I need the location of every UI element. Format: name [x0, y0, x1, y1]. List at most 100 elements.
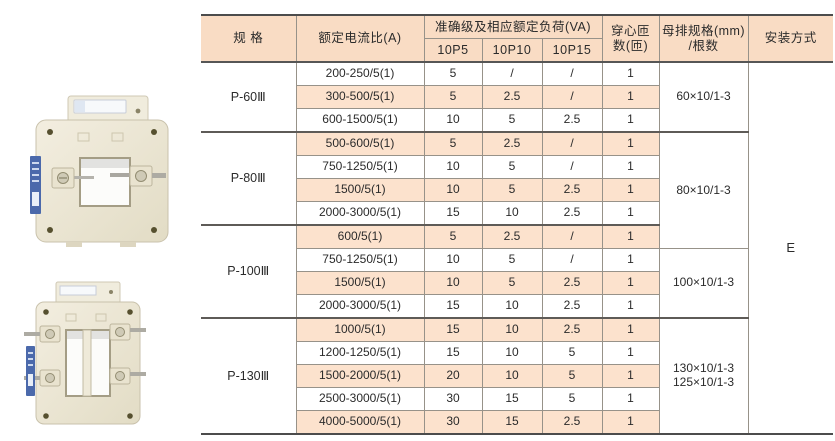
p10-cell: 5 [481, 178, 543, 202]
p5-cell: 10 [423, 178, 483, 202]
p15-cell: 2.5 [541, 201, 603, 226]
table-row: 1500/5(1) 10 5 2.5 1 [201, 271, 833, 295]
p10-cell: 10 [481, 317, 543, 342]
p5-cell: 20 [423, 364, 483, 388]
spec-cell: P-80Ⅲ [201, 131, 297, 226]
header-10p5: 10P5 [423, 38, 483, 63]
header-busbar: 母排规格(mm) /根数 [658, 14, 749, 63]
turns-cell: 1 [601, 131, 660, 156]
ct-clamp-right-bottom [109, 367, 146, 385]
table-row: 2000-3000/5(1) 15 10 2.5 1 [201, 294, 833, 319]
ratio-cell: 1500/5(1) [295, 178, 425, 202]
ct-corner-screws [47, 129, 157, 233]
table-row: 600-1500/5(1) 10 5 2.5 1 [201, 108, 833, 133]
p5-cell: 5 [423, 131, 483, 156]
p5-cell: 30 [423, 387, 483, 411]
busbar-cell: 80×10/1-3 [658, 131, 749, 249]
p10-cell: 10 [481, 364, 543, 388]
install-cell: E [747, 61, 834, 435]
ct-large-illustration [24, 281, 146, 425]
ratio-cell: 2000-3000/5(1) [295, 294, 425, 319]
table-row: 750-1250/5(1) 10 5 / 1 100×10/1-3 [201, 248, 833, 319]
turns-cell: 1 [601, 201, 660, 226]
table-row: 1500-2000/5(1) 20 10 5 1 [201, 364, 833, 388]
spec-cell: P-60Ⅲ [201, 61, 297, 133]
turns-cell: 1 [601, 410, 660, 435]
p15-cell: / [541, 131, 603, 156]
p15-cell: 5 [541, 387, 603, 411]
turns-cell: 1 [601, 387, 660, 411]
table-row: P-60Ⅲ 200-250/5(1) 5 / / 1 60×10/1-3 E [201, 61, 834, 435]
p15-cell: 2.5 [541, 178, 603, 202]
p10-cell: 10 [481, 341, 543, 365]
table-row: 1500/5(1) 10 5 2.5 1 [201, 178, 833, 202]
ratio-cell: 750-1250/5(1) [295, 155, 425, 179]
turns-cell: 1 [601, 61, 660, 86]
ratio-cell: 2500-3000/5(1) [295, 387, 425, 411]
table-row: 4000-5000/5(1) 30 15 2.5 1 [201, 410, 833, 435]
p10-cell: 10 [481, 201, 543, 226]
ratio-cell: 500-600/5(1) [295, 131, 425, 156]
table-row: P-80Ⅲ 500-600/5(1) 5 2.5 / 1 80×10/1-3 [201, 131, 833, 249]
product-photo-small-ct [8, 70, 186, 252]
ratio-cell: 1500/5(1) [295, 271, 425, 295]
p5-cell: 10 [423, 271, 483, 295]
product-photo-large-ct [10, 270, 160, 436]
p10-cell: 10 [481, 294, 543, 319]
p10-cell: 5 [481, 248, 543, 272]
ct-terminal-block [67, 95, 149, 125]
ct-small-illustration [30, 95, 169, 247]
header-install: 安装方式 [747, 14, 834, 63]
ct-terminal-block [55, 281, 121, 305]
ct-window [68, 157, 146, 207]
turns-cell: 1 [601, 341, 660, 365]
p5-cell: 5 [423, 224, 483, 249]
ct-window [65, 329, 111, 397]
ct-foot [120, 242, 136, 247]
busbar-cell: 130×10/1-3 125×10/1-3 [658, 317, 749, 435]
header-10p15: 10P15 [541, 38, 603, 63]
p15-cell: 2.5 [541, 294, 603, 319]
ct-clamp-left-top [24, 325, 61, 343]
ratio-cell: 1200-1250/5(1) [295, 341, 425, 365]
p5-cell: 15 [423, 317, 483, 342]
p15-cell: / [541, 248, 603, 272]
table-row: 750-1250/5(1) 10 5 / 1 [201, 155, 833, 179]
table-row: P-130Ⅲ 1000/5(1) 15 10 2.5 1 130×10/1-3 … [201, 317, 833, 435]
spec-table: 规 格 额定电流比(A) 准确级及相应额定负荷(VA) 穿心匝 数(匝) 母排规… [201, 14, 834, 435]
p5-cell: 10 [423, 108, 483, 133]
turns-cell: 1 [601, 248, 660, 272]
turns-cell: 1 [601, 317, 660, 342]
p15-cell: / [541, 155, 603, 179]
p10-cell: 2.5 [481, 85, 543, 109]
ratio-cell: 600/5(1) [295, 224, 425, 249]
turns-cell: 1 [601, 224, 660, 249]
p15-cell: 2.5 [541, 108, 603, 133]
ct-clamp-left [51, 167, 75, 189]
p5-cell: 15 [423, 341, 483, 365]
p5-cell: 15 [423, 294, 483, 319]
turns-cell: 1 [601, 294, 660, 319]
p15-cell: / [541, 61, 603, 86]
p10-cell: 5 [481, 155, 543, 179]
p5-cell: 10 [423, 155, 483, 179]
header-10p10: 10P10 [481, 38, 543, 63]
p5-cell: 5 [423, 85, 483, 109]
p10-cell: 5 [481, 108, 543, 133]
p15-cell: 2.5 [541, 410, 603, 435]
turns-cell: 1 [601, 108, 660, 133]
ratio-cell: 2000-3000/5(1) [295, 201, 425, 226]
p15-cell: 2.5 [541, 271, 603, 295]
p5-cell: 15 [423, 201, 483, 226]
p10-cell: 2.5 [481, 131, 543, 156]
spec-table-container: 规 格 额定电流比(A) 准确级及相应额定负荷(VA) 穿心匝 数(匝) 母排规… [201, 14, 834, 435]
p5-cell: 30 [423, 410, 483, 435]
table-row: P-100Ⅲ 600/5(1) 5 2.5 / 1 [201, 224, 833, 319]
spec-cell: P-130Ⅲ [201, 317, 297, 435]
table-row: 300-500/5(1) 5 2.5 / 1 [201, 85, 833, 109]
ct-clamp-right-top [109, 323, 146, 341]
table-row: 1200-1250/5(1) 15 10 5 1 [201, 341, 833, 365]
ct-clamp-right [129, 165, 166, 187]
header-accuracy-load: 准确级及相应额定负荷(VA) [423, 14, 603, 39]
p10-cell: 15 [481, 410, 543, 435]
